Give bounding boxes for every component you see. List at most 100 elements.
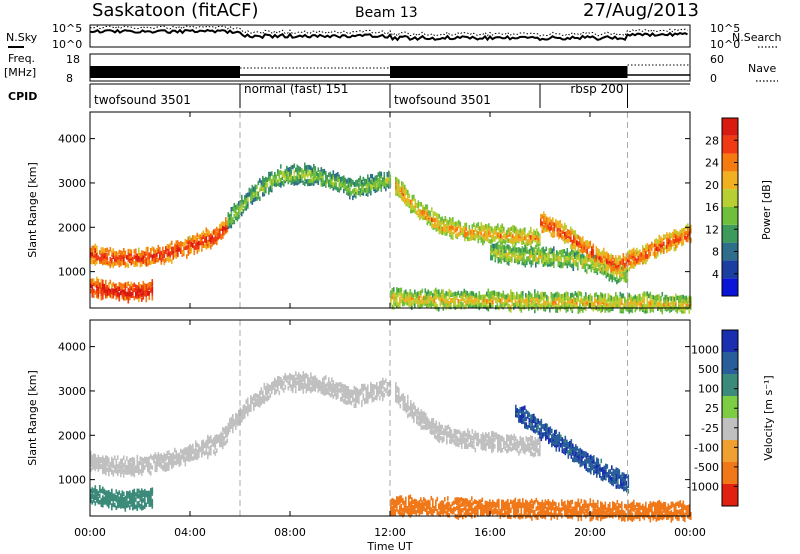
power-cell <box>127 251 130 257</box>
power-cell <box>470 229 472 235</box>
power-cell <box>225 226 227 231</box>
power-cell <box>219 224 221 229</box>
power-cell <box>553 222 556 227</box>
power-cell <box>530 226 532 232</box>
velocity-cell <box>90 451 92 456</box>
power-cell <box>99 250 101 255</box>
power-cell <box>517 304 520 309</box>
velocity-cell <box>239 407 242 412</box>
power-cell <box>613 257 616 263</box>
power-cell <box>112 293 115 298</box>
velocity-cell <box>219 433 221 439</box>
velocity-cell <box>112 458 115 463</box>
power-cell <box>90 279 92 284</box>
power-cell <box>126 282 128 287</box>
power-cell <box>554 256 557 262</box>
power-cell <box>296 164 299 170</box>
power-cell <box>100 278 103 284</box>
power-cell <box>259 178 261 183</box>
power-cell <box>302 172 305 177</box>
power-cell <box>577 309 580 314</box>
velocity-cell <box>112 461 115 466</box>
power-cell <box>133 254 136 260</box>
velocity-cell <box>118 466 121 472</box>
power-cell <box>239 206 242 211</box>
power-cell <box>271 171 273 176</box>
power-cell <box>393 293 395 298</box>
power-cell <box>395 176 397 182</box>
power-cell <box>138 256 140 261</box>
power-cell <box>575 260 578 265</box>
power-cell <box>343 179 345 184</box>
velocity-cell <box>311 381 314 386</box>
power-cell <box>217 233 220 238</box>
power-cell <box>135 251 137 256</box>
power-cell <box>287 179 290 185</box>
power-cell <box>540 221 542 226</box>
power-cell <box>598 255 601 260</box>
power-cell <box>669 238 671 244</box>
power-cell <box>520 298 523 303</box>
power-cell <box>568 304 571 309</box>
velocity-cell <box>126 503 128 508</box>
power-cell <box>565 234 568 239</box>
power-cell <box>655 294 658 300</box>
power-cell <box>529 257 531 262</box>
power-cell <box>429 294 431 299</box>
power-cell <box>417 207 420 213</box>
power-cell <box>667 242 670 247</box>
velocity-cell <box>123 473 125 478</box>
power-cell <box>678 295 680 301</box>
power-colorbar-swatch <box>722 224 738 243</box>
velocity-cell <box>148 494 151 500</box>
power-cell <box>559 232 562 238</box>
power-cell <box>562 249 564 254</box>
power-cell <box>460 305 463 310</box>
power-cell <box>531 232 534 237</box>
power-cell <box>690 299 692 305</box>
power-cell <box>684 227 686 233</box>
power-cell <box>370 183 372 188</box>
power-cell <box>115 260 118 265</box>
power-cell <box>492 299 494 305</box>
power-cell <box>135 255 137 261</box>
velocity-cell <box>316 377 318 383</box>
power-cell <box>678 303 680 309</box>
power-cell <box>414 297 416 303</box>
velocity-cell <box>247 407 249 413</box>
power-cell <box>625 266 628 271</box>
power-cell <box>463 298 466 303</box>
power-cell <box>424 291 427 297</box>
power-cell <box>472 299 475 304</box>
power-cell <box>257 191 260 196</box>
power-cell <box>103 288 106 293</box>
power-cell <box>120 250 122 255</box>
power-cell <box>115 255 118 260</box>
power-cell <box>419 208 421 214</box>
power-cell <box>296 168 299 174</box>
power-cell <box>408 199 411 204</box>
velocity-cell <box>123 463 125 468</box>
cpid-segment-label: rbsp 200 <box>570 82 623 96</box>
power-cell <box>196 240 199 246</box>
power-cell <box>502 250 504 256</box>
power-cell <box>573 234 575 239</box>
power-cell <box>676 306 679 312</box>
power-cell <box>599 262 602 267</box>
velocity-cell <box>340 397 342 402</box>
power-cell <box>547 262 549 268</box>
power-cell <box>362 185 365 190</box>
power-cell <box>652 308 655 313</box>
power-cell <box>183 246 185 252</box>
power-cell <box>133 282 136 287</box>
power-cell <box>205 227 208 232</box>
power-cell <box>622 270 624 275</box>
power-cell <box>142 286 145 292</box>
power-cell <box>532 247 534 252</box>
power-cell <box>619 291 622 297</box>
power-cell <box>177 251 179 256</box>
power-colorbar-swatch <box>722 171 738 190</box>
power-cell <box>420 302 422 307</box>
power-cell <box>396 177 399 183</box>
